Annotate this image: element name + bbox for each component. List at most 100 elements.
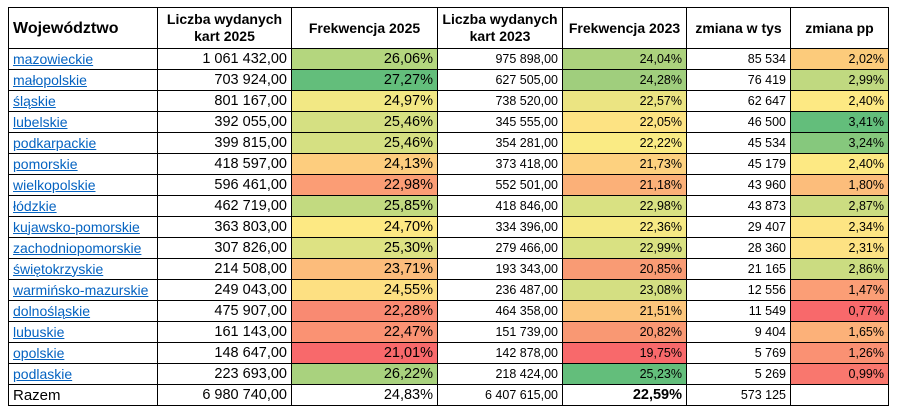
- wojewodztwo-link[interactable]: lubuskie: [13, 323, 65, 340]
- cell-zmiana-tys[interactable]: 29 407: [686, 216, 791, 238]
- cell-karty-2023[interactable]: 464 358,00: [437, 300, 563, 322]
- cell-karty-2023[interactable]: 279 466,00: [437, 237, 563, 259]
- cell-karty-2025[interactable]: 223 693,00: [157, 363, 292, 385]
- cell-zmiana-pp[interactable]: 2,87%: [790, 195, 889, 217]
- cell-zmiana-tys[interactable]: 28 360: [686, 237, 791, 259]
- cell-zmiana-pp[interactable]: 2,02%: [790, 48, 889, 70]
- cell-karty-2023[interactable]: 627 505,00: [437, 69, 563, 91]
- wojewodztwo-link[interactable]: pomorskie: [13, 155, 78, 172]
- cell-karty-2023[interactable]: 218 424,00: [437, 363, 563, 385]
- cell-zmiana-tys[interactable]: 21 165: [686, 258, 791, 280]
- cell-karty-2023[interactable]: 334 396,00: [437, 216, 563, 238]
- header-zmiana-tys[interactable]: zmiana w tys: [686, 7, 791, 49]
- cell-frekwencja-2023[interactable]: 23,08%: [562, 279, 687, 301]
- wojewodztwo-link[interactable]: opolskie: [13, 344, 65, 361]
- wojewodztwo-link[interactable]: podkarpackie: [13, 134, 97, 151]
- cell-zmiana-pp[interactable]: 2,99%: [790, 69, 889, 91]
- cell-zmiana-tys[interactable]: 43 960: [686, 174, 791, 196]
- cell-karty-2025[interactable]: 703 924,00: [157, 69, 292, 91]
- cell-frekwencja-2023[interactable]: 24,28%: [562, 69, 687, 91]
- cell-zmiana-tys[interactable]: 9 404: [686, 321, 791, 343]
- cell-karty-2025[interactable]: 801 167,00: [157, 90, 292, 112]
- total-zmiana-tys[interactable]: 573 125: [686, 384, 791, 406]
- cell-karty-2025[interactable]: 161 143,00: [157, 321, 292, 343]
- cell-karty-2025[interactable]: 475 907,00: [157, 300, 292, 322]
- wojewodztwo-link[interactable]: małopolskie: [13, 71, 87, 88]
- wojewodztwo-link[interactable]: śląskie: [13, 92, 56, 109]
- cell-zmiana-tys[interactable]: 5 269: [686, 363, 791, 385]
- wojewodztwo-link[interactable]: zachodniopomorskie: [13, 239, 142, 256]
- cell-frekwencja-2023[interactable]: 22,05%: [562, 111, 687, 133]
- cell-zmiana-tys[interactable]: 85 534: [686, 48, 791, 70]
- cell-zmiana-pp[interactable]: 3,41%: [790, 111, 889, 133]
- cell-zmiana-pp[interactable]: 2,40%: [790, 153, 889, 175]
- cell-zmiana-pp[interactable]: 3,24%: [790, 132, 889, 154]
- cell-karty-2025[interactable]: 307 826,00: [157, 237, 292, 259]
- cell-karty-2023[interactable]: 142 878,00: [437, 342, 563, 364]
- wojewodztwo-link[interactable]: kujawsko-pomorskie: [13, 218, 140, 235]
- cell-karty-2023[interactable]: 975 898,00: [437, 48, 563, 70]
- cell-karty-2023[interactable]: 193 343,00: [437, 258, 563, 280]
- cell-karty-2025[interactable]: 363 803,00: [157, 216, 292, 238]
- cell-frekwencja-2023[interactable]: 22,98%: [562, 195, 687, 217]
- cell-karty-2025[interactable]: 418 597,00: [157, 153, 292, 175]
- cell-zmiana-tys[interactable]: 11 549: [686, 300, 791, 322]
- header-frekwencja-2023[interactable]: Frekwencja 2023: [562, 7, 687, 49]
- cell-frekwencja-2025[interactable]: 25,46%: [291, 111, 438, 133]
- wojewodztwo-link[interactable]: lubelskie: [13, 113, 68, 130]
- cell-wojewodztwo[interactable]: dolnośląskie: [8, 300, 158, 322]
- cell-wojewodztwo[interactable]: podkarpackie: [8, 132, 158, 154]
- cell-karty-2025[interactable]: 399 815,00: [157, 132, 292, 154]
- total-karty-2023[interactable]: 6 407 615,00: [437, 384, 563, 406]
- wojewodztwo-link[interactable]: mazowieckie: [13, 50, 94, 67]
- cell-frekwencja-2023[interactable]: 22,99%: [562, 237, 687, 259]
- cell-zmiana-tys[interactable]: 62 647: [686, 90, 791, 112]
- header-frekwencja-2025[interactable]: Frekwencja 2025: [291, 7, 438, 49]
- cell-karty-2023[interactable]: 151 739,00: [437, 321, 563, 343]
- cell-wojewodztwo[interactable]: lubelskie: [8, 111, 158, 133]
- cell-zmiana-pp[interactable]: 2,34%: [790, 216, 889, 238]
- header-karty-2025[interactable]: Liczba wydanych kart 2025: [157, 7, 292, 49]
- cell-zmiana-tys[interactable]: 12 556: [686, 279, 791, 301]
- cell-frekwencja-2023[interactable]: 25,23%: [562, 363, 687, 385]
- cell-karty-2025[interactable]: 596 461,00: [157, 174, 292, 196]
- header-karty-2023[interactable]: Liczba wydanych kart 2023: [437, 7, 563, 49]
- cell-karty-2023[interactable]: 738 520,00: [437, 90, 563, 112]
- wojewodztwo-link[interactable]: podlaskie: [13, 365, 73, 382]
- cell-frekwencja-2025[interactable]: 25,30%: [291, 237, 438, 259]
- cell-frekwencja-2025[interactable]: 24,13%: [291, 153, 438, 175]
- cell-frekwencja-2023[interactable]: 20,85%: [562, 258, 687, 280]
- cell-frekwencja-2025[interactable]: 24,97%: [291, 90, 438, 112]
- wojewodztwo-link[interactable]: warmińsko-mazurskie: [13, 281, 149, 298]
- cell-wojewodztwo[interactable]: warmińsko-mazurskie: [8, 279, 158, 301]
- cell-karty-2023[interactable]: 345 555,00: [437, 111, 563, 133]
- cell-wojewodztwo[interactable]: świętokrzyskie: [8, 258, 158, 280]
- cell-zmiana-tys[interactable]: 45 179: [686, 153, 791, 175]
- cell-frekwencja-2023[interactable]: 19,75%: [562, 342, 687, 364]
- cell-karty-2025[interactable]: 462 719,00: [157, 195, 292, 217]
- cell-karty-2023[interactable]: 354 281,00: [437, 132, 563, 154]
- cell-karty-2025[interactable]: 1 061 432,00: [157, 48, 292, 70]
- cell-wojewodztwo[interactable]: zachodniopomorskie: [8, 237, 158, 259]
- cell-karty-2025[interactable]: 392 055,00: [157, 111, 292, 133]
- cell-wojewodztwo[interactable]: opolskie: [8, 342, 158, 364]
- cell-karty-2025[interactable]: 214 508,00: [157, 258, 292, 280]
- cell-frekwencja-2023[interactable]: 24,04%: [562, 48, 687, 70]
- wojewodztwo-link[interactable]: wielkopolskie: [13, 176, 96, 193]
- cell-zmiana-tys[interactable]: 46 500: [686, 111, 791, 133]
- total-frekwencja-2023[interactable]: 22,59%: [562, 384, 687, 406]
- cell-karty-2023[interactable]: 373 418,00: [437, 153, 563, 175]
- cell-wojewodztwo[interactable]: śląskie: [8, 90, 158, 112]
- cell-wojewodztwo[interactable]: wielkopolskie: [8, 174, 158, 196]
- cell-zmiana-tys[interactable]: 43 873: [686, 195, 791, 217]
- cell-wojewodztwo[interactable]: małopolskie: [8, 69, 158, 91]
- cell-frekwencja-2025[interactable]: 21,01%: [291, 342, 438, 364]
- cell-frekwencja-2025[interactable]: 23,71%: [291, 258, 438, 280]
- cell-wojewodztwo[interactable]: pomorskie: [8, 153, 158, 175]
- cell-zmiana-pp[interactable]: 2,40%: [790, 90, 889, 112]
- cell-wojewodztwo[interactable]: podlaskie: [8, 363, 158, 385]
- cell-frekwencja-2023[interactable]: 22,36%: [562, 216, 687, 238]
- cell-frekwencja-2025[interactable]: 26,22%: [291, 363, 438, 385]
- cell-frekwencja-2025[interactable]: 26,06%: [291, 48, 438, 70]
- cell-frekwencja-2025[interactable]: 22,47%: [291, 321, 438, 343]
